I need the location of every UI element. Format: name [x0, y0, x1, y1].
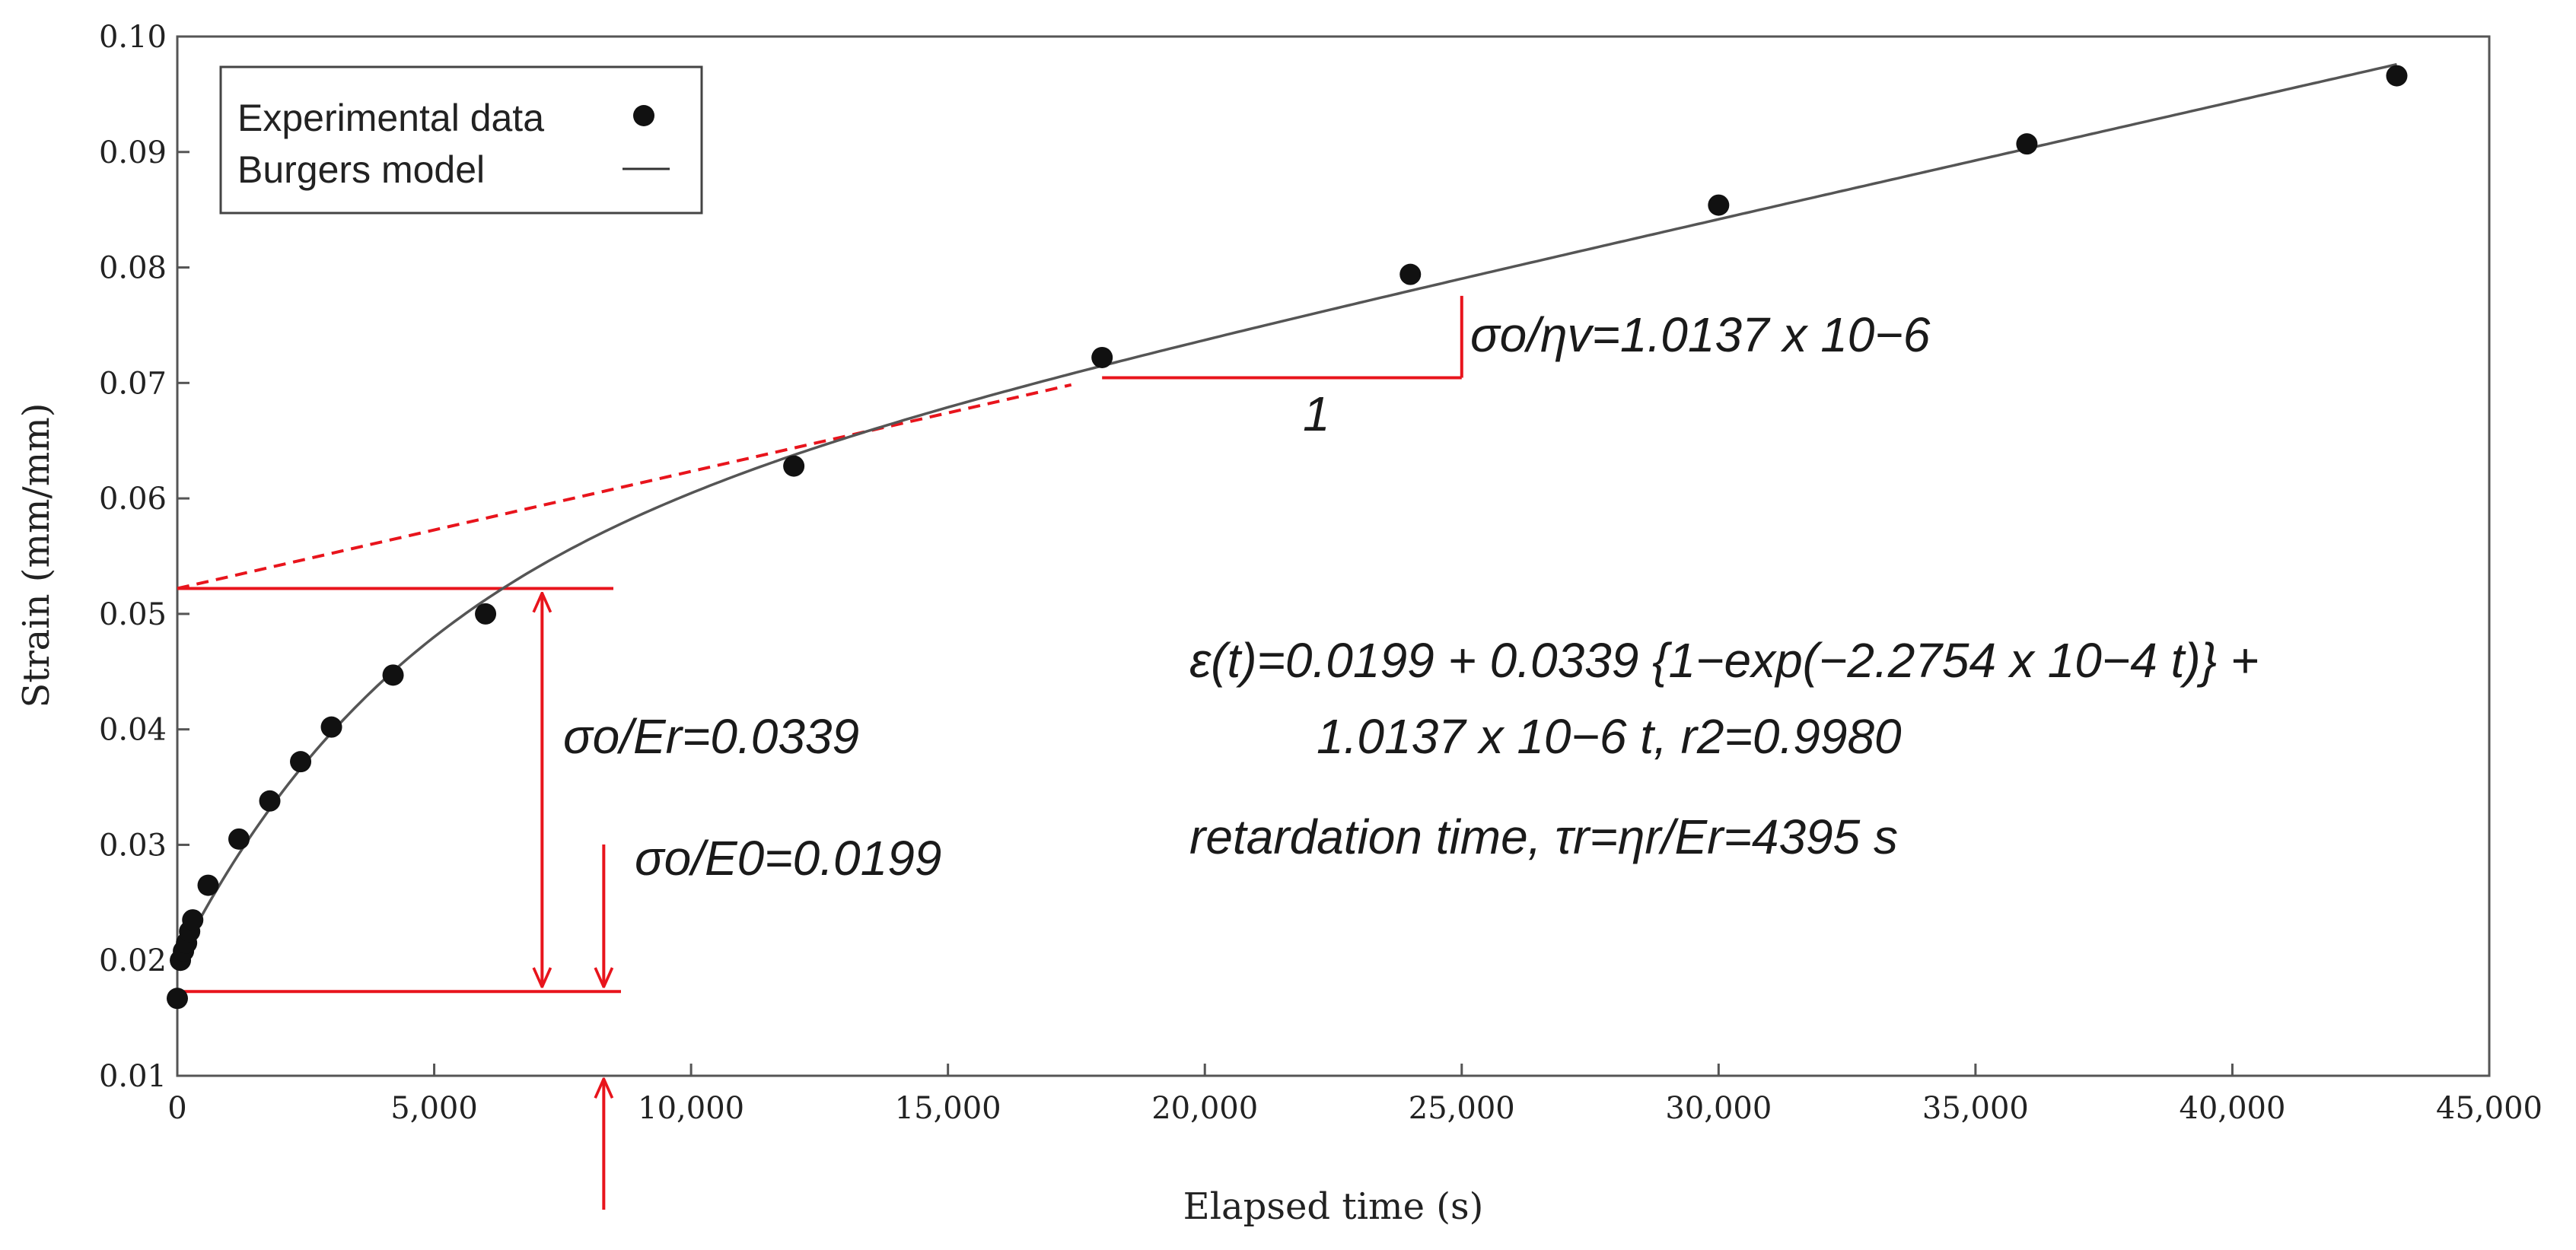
- y-tick-label: 0.09: [99, 135, 167, 170]
- annotations: σo/ηv=1.0137 x 10−6 1 σo/Er=0.0339 σo/E0…: [563, 307, 2259, 886]
- legend-entry-model: Burgers model: [237, 148, 485, 191]
- slope-run-label: 1: [1303, 386, 1330, 441]
- data-point: [228, 828, 250, 850]
- y-tick-label: 0.10: [99, 20, 167, 55]
- y-tick-label: 0.06: [99, 482, 167, 517]
- y-axis-title: Strain (mm/mm): [15, 403, 58, 708]
- x-tick-label: 35,000: [1922, 1091, 2029, 1126]
- x-axis-ticks: 0 5,000 10,000 15,000 20,000 25,000 30,000 35,0…: [167, 1064, 2543, 1126]
- experimental-data-series: [167, 65, 2408, 1010]
- y-tick-label: 0.08: [99, 251, 167, 286]
- data-point: [197, 874, 219, 896]
- retardation-time-label: retardation time, τr=ηr/Er=4395 s: [1189, 809, 1898, 864]
- slope-rate-label: σo/ηv=1.0137 x 10−6: [1470, 307, 1931, 362]
- data-point: [259, 790, 281, 812]
- x-tick-label: 25,000: [1409, 1091, 1515, 1126]
- data-point: [1708, 194, 1730, 216]
- data-point: [2016, 133, 2038, 155]
- data-point: [1091, 346, 1113, 368]
- data-point: [2386, 65, 2408, 87]
- x-tick-label: 45,000: [2436, 1091, 2543, 1126]
- legend-box: [219, 65, 703, 215]
- y-tick-label: 0.01: [99, 1059, 167, 1094]
- y-tick-label: 0.03: [99, 828, 167, 863]
- asymptote-dashed-line: [177, 383, 1072, 590]
- data-point: [475, 603, 497, 625]
- legend-dot-marker: [633, 105, 654, 126]
- x-tick-label: 10,000: [638, 1091, 744, 1126]
- x-axis-title: Elapsed time (s): [1183, 1185, 1484, 1228]
- y-tick-label: 0.02: [99, 943, 167, 978]
- x-tick-label: 40,000: [2179, 1091, 2285, 1126]
- retarded-strain-label: σo/Er=0.0339: [563, 709, 859, 764]
- data-point: [783, 455, 805, 477]
- plot-frame: [176, 35, 2491, 1077]
- x-tick-label: 15,000: [895, 1091, 1001, 1126]
- x-tick-label: 20,000: [1151, 1091, 1258, 1126]
- data-point: [320, 716, 342, 738]
- instant-strain-label: σo/E0=0.0199: [635, 831, 941, 886]
- equation-line-1: ε(t)=0.0199 + 0.0339 {1−exp(−2.2754 x 10…: [1189, 633, 2259, 688]
- legend: Experimental data Burgers model: [219, 65, 703, 215]
- x-tick-label: 0: [167, 1091, 186, 1126]
- legend-entry-experimental: Experimental data: [237, 97, 544, 139]
- data-point: [290, 751, 312, 773]
- y-tick-label: 0.05: [99, 597, 167, 632]
- data-point: [382, 664, 404, 686]
- y-tick-label: 0.07: [99, 366, 167, 401]
- y-axis-ticks: 0.01 0.02 0.03 0.04 0.05 0.06 0.07 0.08 0.09 0.10: [99, 20, 189, 1094]
- data-point: [182, 909, 204, 931]
- equation-line-2: 1.0137 x 10−6 t, r2=0.9980: [1317, 709, 1902, 764]
- y-tick-label: 0.04: [99, 713, 167, 748]
- data-point: [1399, 263, 1422, 285]
- construction-lines: [177, 295, 1463, 1210]
- x-tick-label: 30,000: [1665, 1091, 1772, 1126]
- data-point: [167, 988, 188, 1010]
- x-tick-label: 5,000: [390, 1091, 478, 1126]
